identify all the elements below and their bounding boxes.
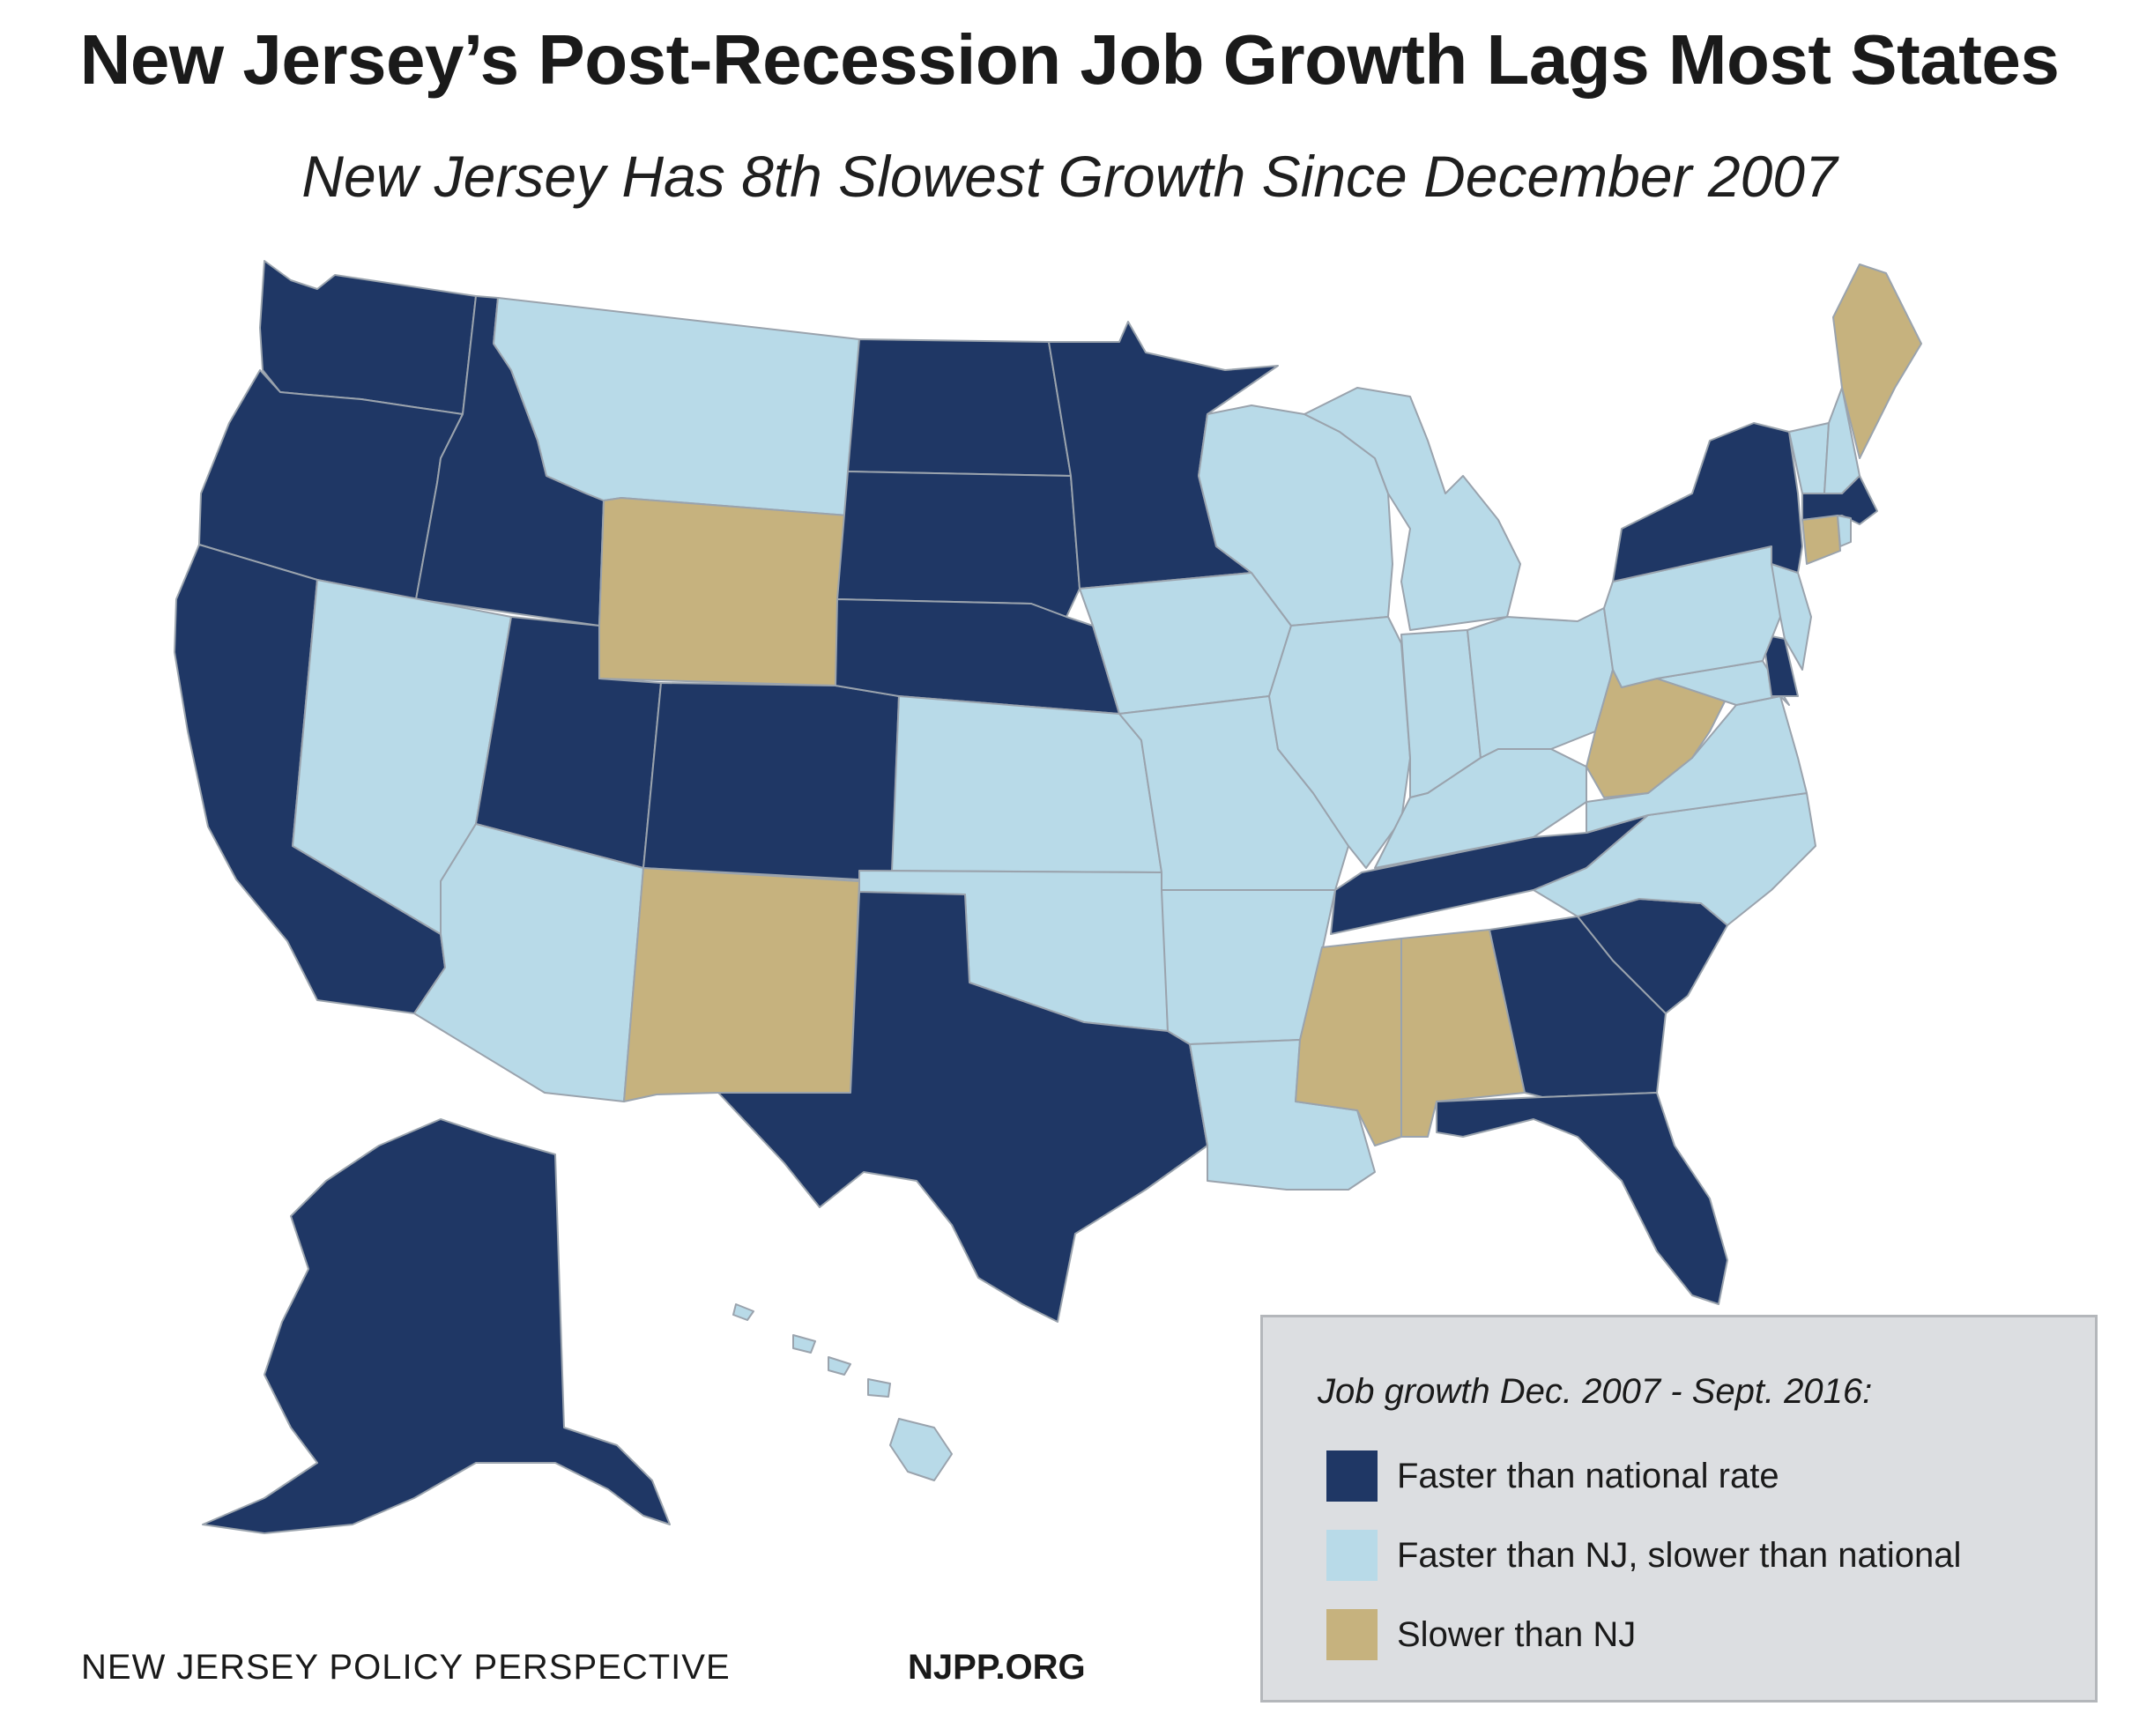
state-kentucky — [1374, 748, 1587, 869]
state-new-york — [1612, 422, 1803, 582]
state-colorado — [642, 682, 900, 882]
legend-swatch-slower-nj — [1326, 1609, 1378, 1660]
legend-label: Slower than NJ — [1397, 1614, 1637, 1654]
state-north-carolina — [1533, 792, 1816, 926]
state-wyoming — [598, 497, 849, 686]
state-kansas — [891, 695, 1162, 873]
legend-swatch-faster-nj — [1326, 1530, 1378, 1581]
legend-label: Faster than NJ, slower than national — [1397, 1535, 1962, 1575]
state-new-mexico — [623, 867, 860, 1102]
state-michigan — [1303, 387, 1521, 631]
legend-title: Job growth Dec. 2007 - Sept. 2016: — [1318, 1372, 1873, 1411]
footer-organization: NEW JERSEY POLICY PERSPECTIVE — [81, 1648, 731, 1687]
state-maine — [1832, 263, 1922, 459]
state-illinois — [1268, 616, 1411, 869]
us-map — [174, 260, 1922, 1534]
legend-box: Job growth Dec. 2007 - Sept. 2016: Faste… — [1260, 1315, 2098, 1703]
state-texas — [717, 891, 1208, 1323]
state-hawaii — [732, 1303, 953, 1481]
legend-swatch-faster-national — [1326, 1450, 1378, 1502]
state-north-dakota — [847, 338, 1072, 477]
map-subtitle: New Jersey Has 8th Slowest Growth Since … — [301, 144, 1838, 209]
state-connecticut — [1801, 515, 1841, 565]
state-washington — [259, 260, 477, 415]
state-south-dakota — [836, 471, 1081, 618]
legend-label: Faster than national rate — [1397, 1456, 1779, 1495]
legend-item-faster-national: Faster than national rate — [1326, 1450, 1779, 1502]
footer-url: NJPP.ORG — [908, 1648, 1086, 1687]
state-ohio — [1467, 607, 1614, 759]
state-delaware — [1762, 634, 1799, 697]
legend-item-slower-nj: Slower than NJ — [1326, 1608, 1636, 1661]
state-florida — [1436, 1092, 1728, 1305]
legend-item-faster-nj: Faster than NJ, slower than national — [1326, 1529, 1961, 1582]
map-title: New Jersey’s Post-Recession Job Growth L… — [79, 20, 2060, 99]
state-rhode-island — [1837, 515, 1852, 547]
state-alaska — [202, 1118, 671, 1534]
